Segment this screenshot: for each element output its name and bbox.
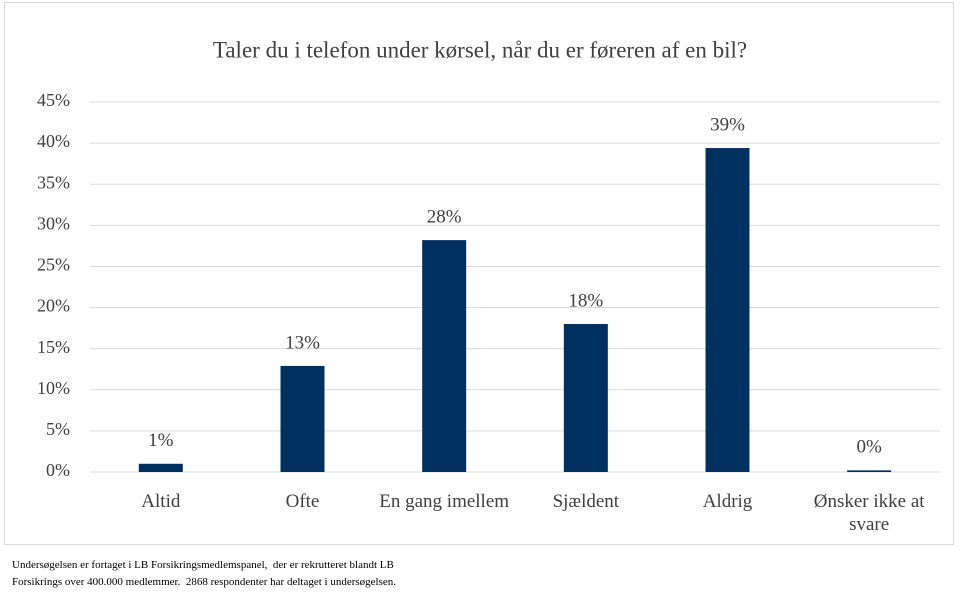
y-tick-label: 10%	[37, 378, 70, 398]
bar	[563, 324, 608, 472]
y-tick-label: 25%	[37, 255, 70, 275]
chart-title: Taler du i telefon under kørsel, når du …	[213, 37, 747, 62]
y-tick-label: 30%	[37, 213, 70, 233]
x-tick-label: Ofte	[285, 491, 320, 512]
footnote: Forsikrings over 400.000 medlemmer. 2868…	[12, 576, 396, 588]
data-label: 28%	[427, 206, 462, 227]
y-tick-label: 20%	[37, 296, 70, 316]
y-tick-label: 45%	[37, 90, 70, 110]
bar	[847, 470, 892, 472]
y-tick-label: 15%	[37, 337, 70, 357]
x-tick-label: Altid	[141, 491, 181, 512]
y-tick-label: 35%	[37, 172, 70, 192]
y-tick-label: 0%	[46, 460, 70, 480]
bar	[422, 240, 467, 472]
data-label: 1%	[148, 430, 174, 451]
bar	[138, 463, 183, 472]
data-label: 39%	[710, 114, 745, 135]
bar	[705, 148, 750, 473]
chart-frame	[4, 2, 954, 545]
data-label: 13%	[285, 332, 320, 353]
x-tick-label: En gang imellem	[379, 491, 510, 512]
y-tick-label: 40%	[37, 131, 70, 151]
footnote: Undersøgelsen er fortaget i LB Forsikrin…	[12, 559, 394, 571]
x-tick-label: Aldrig	[702, 491, 753, 512]
data-label: 0%	[857, 437, 883, 458]
data-label: 18%	[568, 290, 603, 311]
x-tick-label: Ønsker ikke at svare	[813, 491, 925, 535]
y-tick-label: 5%	[46, 419, 70, 439]
bar	[280, 365, 325, 472]
x-tick-label: Sjældent	[552, 491, 620, 512]
